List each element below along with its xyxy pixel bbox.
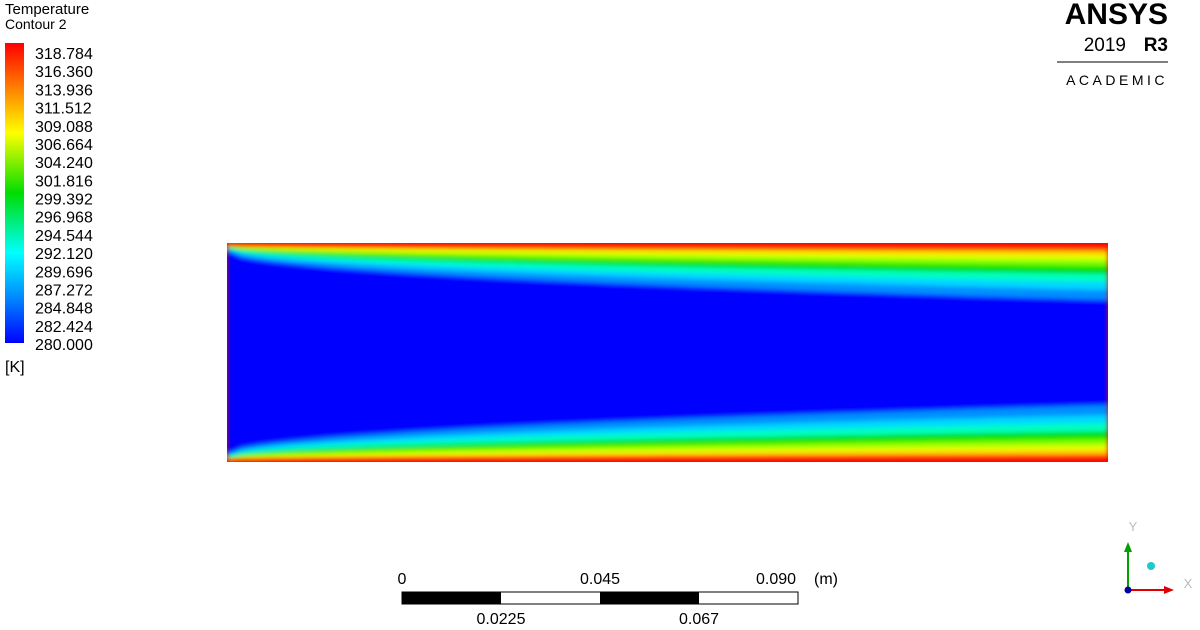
logo-version: 2019 [1084,35,1126,56]
legend-label: 299.392 [35,192,93,209]
legend-label: 287.272 [35,282,93,299]
axis-triad: Y X [1124,519,1193,594]
scale-label: 0.067 [679,611,719,628]
y-axis-label: Y [1129,519,1138,534]
color-bar [5,43,24,343]
legend-title: Temperature [5,1,89,18]
legend-label: 309.088 [35,119,93,136]
scale-unit: (m) [814,571,838,588]
y-arrow-head [1124,542,1132,552]
triad-sphere [1147,562,1155,570]
logo-release: R3 [1144,35,1168,56]
scale-label: 0.090 [756,571,796,588]
legend-label: 280.000 [35,337,93,354]
legend-label: 318.784 [35,46,93,63]
scale-segment [600,592,699,604]
legend-unit: [K] [5,359,25,376]
logo-brand: ANSYS [1065,0,1168,31]
legend-subtitle: Contour 2 [5,16,67,32]
legend-label: 313.936 [35,82,93,99]
scale-bar: 0 0.045 0.090 (m) 0.0225 0.067 [398,571,838,628]
legend-label: 294.544 [35,228,93,245]
legend-label: 304.240 [35,155,93,172]
scale-segment [402,592,501,604]
z-axis-dot [1124,586,1132,594]
logo-edition: ACADEMIC [1066,72,1168,88]
legend-label: 289.696 [35,264,93,281]
legend-label: 301.816 [35,173,93,190]
contour-band [227,250,1108,455]
legend-label: 292.120 [35,246,93,263]
legend-label: 284.848 [35,301,93,318]
scale-label: 0 [398,571,407,588]
legend-label: 316.360 [35,64,93,81]
legend-label: 296.968 [35,210,93,227]
legend-label: 311.512 [35,101,92,118]
x-axis-label: X [1184,576,1193,591]
temperature-contour [227,243,1108,462]
legend-label: 306.664 [35,137,93,154]
x-arrow-head [1164,586,1174,594]
scale-label: 0.0225 [477,611,526,628]
scale-label: 0.045 [580,571,620,588]
legend-label: 282.424 [35,319,93,336]
